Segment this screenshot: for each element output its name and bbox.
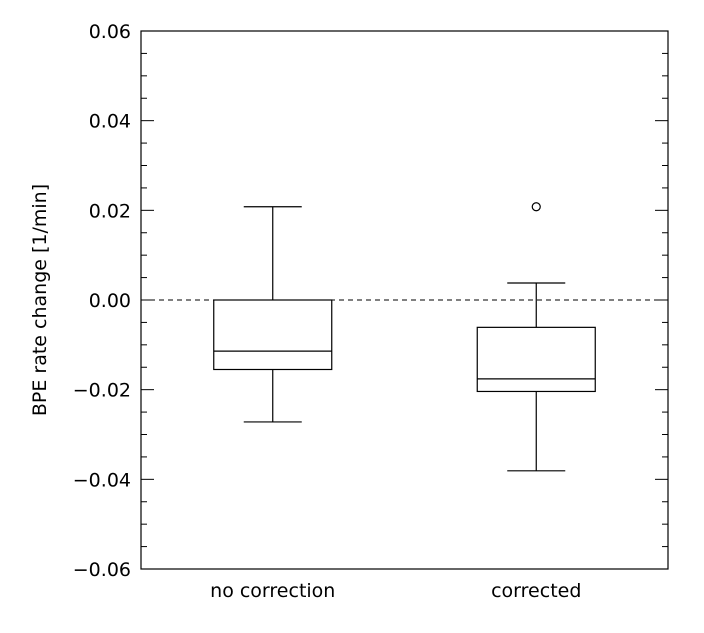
box-1: [213, 206, 333, 423]
box-series: [213, 202, 596, 472]
x-category-label: corrected: [491, 580, 581, 602]
x-category-label: no correction: [210, 580, 335, 602]
box-2: [476, 202, 596, 472]
y-tick-label: 0.00: [89, 290, 131, 312]
y-major-ticks: [141, 30, 668, 570]
y-tick-label: 0.04: [89, 111, 131, 133]
interquartile-box: [476, 326, 596, 393]
y-tick-label: −0.06: [73, 559, 131, 581]
y-tick-label: −0.02: [73, 380, 131, 402]
outlier-point: [531, 202, 541, 212]
interquartile-box: [213, 299, 333, 371]
y-tick-label: 0.02: [89, 200, 131, 222]
y-tick-label: 0.06: [89, 21, 131, 43]
y-tick-labels: −0.06 −0.04 −0.02 0.00 0.02 0.04 0.06: [73, 21, 131, 581]
y-axis-title: BPE rate change [1/min]: [29, 184, 51, 416]
x-category-labels: no correction corrected: [210, 580, 581, 602]
y-minor-ticks: [141, 52, 668, 548]
y-tick-label: −0.04: [73, 469, 131, 491]
